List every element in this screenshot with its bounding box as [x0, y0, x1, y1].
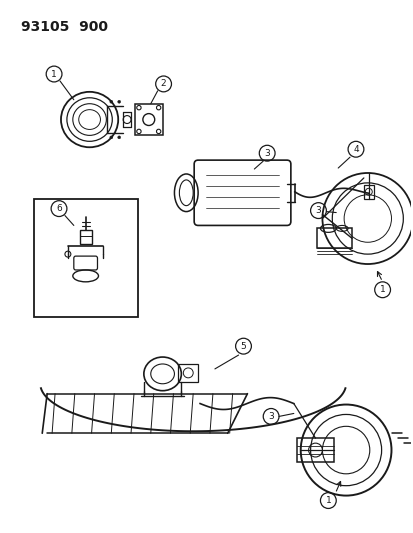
Bar [34, 199, 138, 318]
Bar [178, 364, 198, 382]
Text: 3: 3 [263, 149, 269, 158]
Bar [363, 185, 373, 199]
Bar [316, 229, 351, 248]
Text: 6: 6 [56, 204, 62, 213]
Bar [80, 230, 91, 244]
Circle shape [117, 136, 120, 139]
Text: 1: 1 [51, 69, 57, 78]
Circle shape [109, 136, 112, 139]
Text: 1: 1 [325, 496, 330, 505]
Text: 3: 3 [315, 206, 320, 215]
Circle shape [109, 100, 112, 103]
Circle shape [117, 100, 120, 103]
Text: 3: 3 [268, 412, 273, 421]
Text: 5: 5 [240, 342, 246, 351]
Text: 4: 4 [352, 145, 358, 154]
Text: 1: 1 [379, 285, 385, 294]
Text: 93105  900: 93105 900 [21, 20, 107, 34]
Bar [296, 438, 333, 462]
Text: 2: 2 [160, 79, 166, 88]
